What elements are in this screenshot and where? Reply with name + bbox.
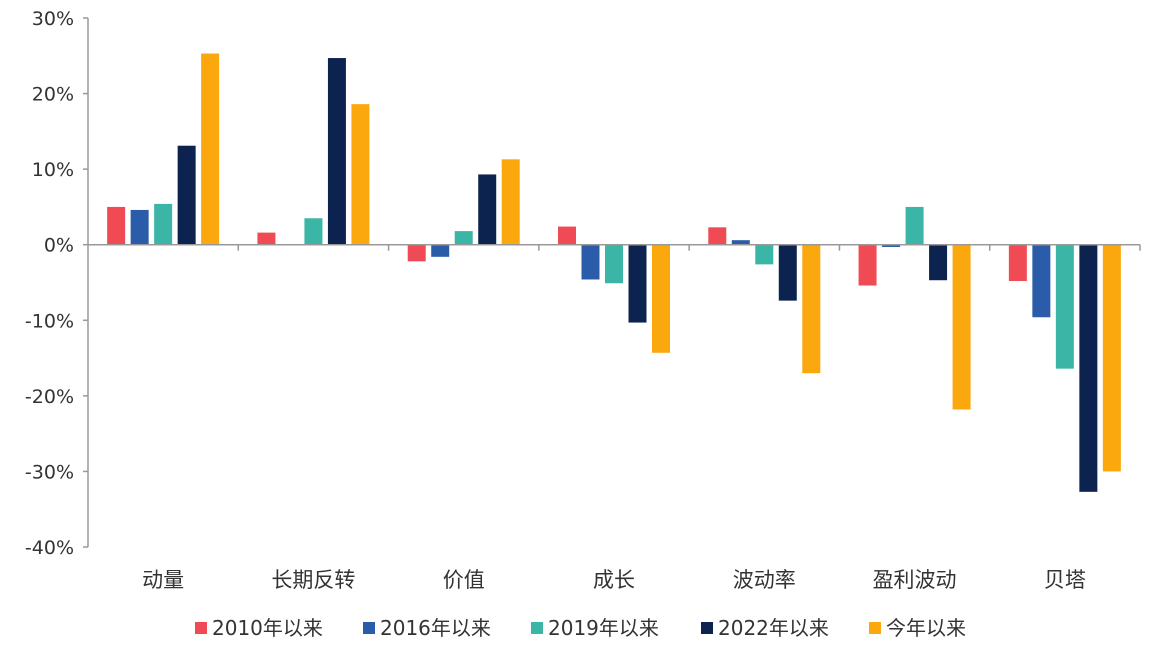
bar: [407, 244, 426, 262]
y-tick-label: 30%: [32, 8, 74, 30]
bar: [929, 244, 948, 281]
y-axis-ticks: 30% 20% 10% 0% -10% -20% -30% -40%: [25, 8, 88, 559]
bar: [431, 244, 450, 257]
legend-label: 2010年以来: [212, 616, 323, 640]
y-tick-label: -30%: [25, 461, 74, 483]
bar: [731, 240, 750, 245]
bar: [905, 206, 924, 245]
category-label: 成长: [593, 568, 635, 592]
bars-layer: [107, 53, 1121, 492]
y-tick-label: 0%: [44, 235, 74, 257]
legend-label: 今年以来: [886, 616, 966, 640]
bar: [652, 244, 670, 353]
bar: [257, 232, 276, 245]
legend-label: 2019年以来: [548, 616, 659, 640]
category-label: 盈利波动: [873, 568, 957, 592]
legend-swatch: [869, 622, 881, 634]
bar: [1032, 244, 1051, 318]
legend-swatch: [531, 622, 543, 634]
category-label: 价值: [443, 568, 485, 592]
bar: [858, 244, 877, 286]
bar: [605, 244, 623, 284]
bar: [130, 209, 149, 245]
bar: [501, 159, 520, 245]
category-label: 贝塔: [1044, 568, 1086, 592]
y-tick-label: 10%: [32, 159, 74, 181]
bar: [778, 244, 797, 301]
category-label: 动量: [142, 568, 184, 592]
bar: [882, 244, 901, 247]
bar: [1079, 244, 1098, 492]
category-label: 长期反转: [271, 568, 355, 592]
bar: [628, 244, 647, 323]
bar: [154, 203, 173, 245]
x-axis-categories: 动量 长期反转 价值 成长 波动率 盈利波动 贝塔: [142, 244, 1141, 592]
bar: [454, 231, 473, 245]
legend: 2010年以来 2016年以来 2019年以来 2022年以来 今年以来: [195, 616, 966, 640]
bar: [802, 244, 821, 374]
bar: [478, 174, 497, 245]
y-tick-label: 20%: [32, 84, 74, 106]
bar: [558, 226, 576, 245]
bar: [177, 145, 196, 245]
bar: [327, 58, 346, 245]
legend-swatch: [195, 622, 207, 634]
y-tick-label: -20%: [25, 386, 74, 408]
legend-swatch: [363, 622, 375, 634]
y-tick-label: -40%: [25, 537, 74, 559]
bar: [1008, 244, 1027, 281]
y-tick-label: -10%: [25, 310, 74, 332]
bar: [581, 244, 600, 280]
bar: [201, 53, 220, 245]
category-label: 波动率: [733, 568, 796, 592]
bar: [952, 244, 971, 410]
bar: [107, 206, 126, 245]
bar: [708, 227, 727, 245]
bar: [755, 244, 774, 265]
bar: [351, 104, 370, 245]
legend-swatch: [701, 622, 713, 634]
bar: [304, 218, 323, 245]
legend-label: 2022年以来: [718, 616, 829, 640]
bar: [1102, 244, 1121, 472]
bar: [1055, 244, 1074, 369]
legend-label: 2016年以来: [380, 616, 491, 640]
